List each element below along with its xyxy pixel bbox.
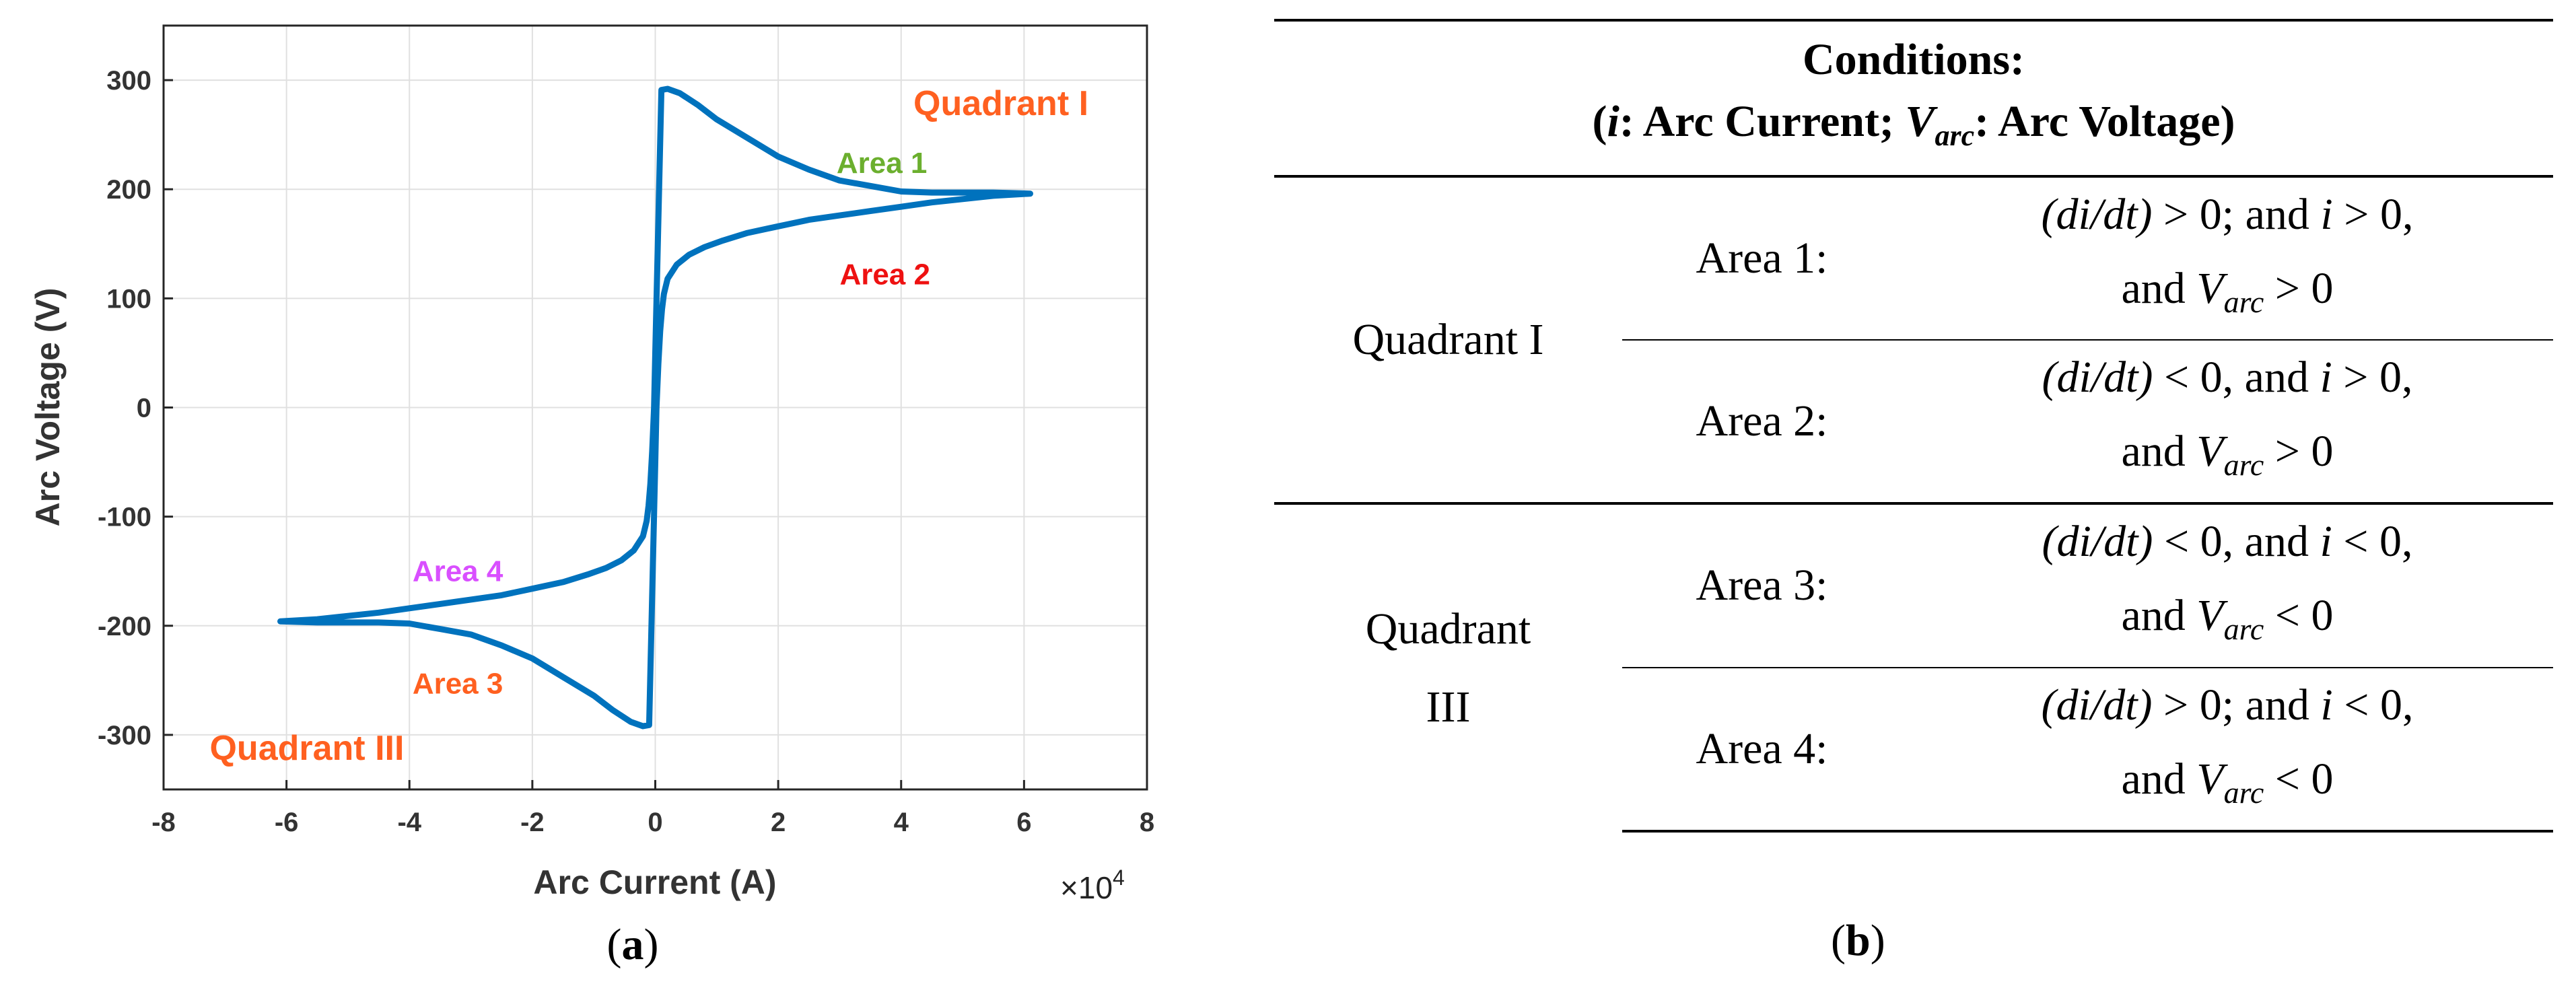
cond-v-sub: arc — [2223, 285, 2264, 320]
table-row: Quadrant III Area 3: (di/dt) < 0, and i … — [1274, 502, 2553, 831]
annotation-label: Area 2 — [839, 258, 930, 291]
cond-op2: < 0, — [2332, 680, 2414, 730]
quadrant-1-cell: Quadrant I — [1352, 315, 1544, 365]
x-multiplier-exp: 4 — [1113, 865, 1125, 890]
conditions-table: Conditions: (i: Arc Current; Varc: Arc V… — [1274, 19, 2553, 833]
y-tick-label: 200 — [106, 175, 151, 205]
quadrant-3-line1: Quadrant — [1365, 604, 1531, 653]
header-line2: (i: Arc Current; Varc: Arc Voltage) — [1592, 97, 2235, 152]
cond-v-op: < 0 — [2264, 591, 2334, 641]
x-tick-label: 4 — [894, 808, 909, 837]
cond-op: < 0, and — [2153, 353, 2320, 402]
cond-op: > 0; and — [2152, 190, 2321, 239]
x-axis-label: Arc Current (A) — [533, 863, 776, 901]
y-tick-label: 300 — [106, 66, 151, 96]
x-tick-label: 0 — [648, 808, 662, 837]
table-row: Area 2: (di/dt) < 0, and i > 0, and Varc… — [1274, 339, 2553, 504]
cond-and: and — [2121, 591, 2197, 641]
x-tick-label: 6 — [1016, 808, 1031, 837]
condition-cell: (di/dt) < 0, and i < 0, and Varc < 0 — [1902, 502, 2553, 668]
cond-didt: (di/dt) — [2041, 680, 2153, 730]
cond-and: and — [2121, 754, 2197, 804]
cond-didt: (di/dt) — [2042, 353, 2153, 402]
arc-vi-chart: -8 -6 -4 -2 0 2 4 6 8 300 200 100 0 -100 -200 -300 Qua… — [29, 24, 1154, 969]
x-tick-label: 8 — [1140, 808, 1154, 837]
y-tick-label: -300 — [98, 721, 151, 750]
caption-b: (b) — [1831, 915, 1885, 966]
conditions-table-wrap: Conditions: (i: Arc Current; Varc: Arc V… — [1274, 19, 2553, 833]
arc-vi-curve — [277, 85, 1033, 730]
caption-a-close: ) — [644, 920, 659, 969]
cond-i: i — [2320, 353, 2332, 402]
x-tick-label: 2 — [771, 808, 786, 837]
annotation-label: Area 1 — [837, 147, 928, 180]
cond-and: and — [2121, 427, 2197, 476]
annotation-label: Area 4 — [413, 555, 503, 588]
x-multiplier-base: ×10 — [1060, 870, 1113, 905]
cond-v-sub: arc — [2223, 775, 2264, 810]
header-v: V — [1905, 97, 1935, 147]
x-axis-ticks: -8 -6 -4 -2 0 2 4 6 8 — [151, 780, 1154, 837]
header-v-desc: : Arc Voltage) — [1974, 97, 2235, 147]
caption-a: (a) — [607, 920, 659, 969]
area-label: Area 4: — [1622, 666, 1902, 833]
x-tick-label: -6 — [275, 808, 299, 837]
y-axis-label: Arc Voltage (V) — [29, 288, 67, 527]
cond-op: > 0; and — [2152, 680, 2321, 730]
cond-op2: < 0, — [2332, 517, 2413, 567]
cond-v: V — [2196, 591, 2224, 641]
annotations: Quadrant I Area 1 Area 2 Area 4 Area 3 Quadra… — [209, 84, 1088, 768]
condition-cell: (di/dt) > 0; and i > 0, and Varc > 0 — [1902, 176, 2553, 340]
cond-v-op: > 0 — [2264, 427, 2334, 476]
header-open: ( — [1592, 97, 1607, 147]
cond-i: i — [2320, 190, 2333, 239]
table-row: Quadrant I Area 1: (di/dt) > 0; and i > … — [1274, 176, 2553, 364]
condition-cell: (di/dt) < 0, and i > 0, and Varc > 0 — [1902, 339, 2553, 504]
cond-v-sub: arc — [2223, 612, 2264, 647]
y-tick-label: -100 — [98, 503, 151, 532]
cond-didt: (di/dt) — [2041, 190, 2153, 239]
x-tick-label: -8 — [151, 808, 176, 837]
caption-a-label: a — [622, 920, 644, 969]
y-tick-label: -200 — [98, 612, 151, 641]
annotation-label: Area 3 — [413, 667, 503, 700]
header-line1: Conditions: — [1802, 35, 2025, 85]
caption-b-open: ( — [1831, 916, 1846, 965]
cond-v-op: < 0 — [2264, 754, 2334, 804]
y-tick-label: 100 — [106, 284, 151, 314]
annotation-label: Quadrant III — [209, 729, 404, 768]
caption-b-label: b — [1845, 916, 1871, 965]
cond-v-op: > 0 — [2264, 264, 2334, 313]
area-label: Area 1: — [1696, 234, 1828, 283]
cond-op2: > 0, — [2332, 190, 2414, 239]
quadrant-3-cell: Quadrant III — [1274, 502, 1622, 831]
caption-a-open: ( — [607, 920, 622, 969]
x-tick-label: -2 — [520, 808, 545, 837]
x-tick-label: -4 — [397, 808, 421, 837]
quadrant-3-line2: III — [1426, 682, 1471, 732]
area-label: Area 3: — [1622, 502, 1902, 668]
y-axis-ticks: 300 200 100 0 -100 -200 -300 — [98, 66, 173, 750]
annotation-label: Quadrant I — [913, 84, 1088, 123]
area-label: Area 2: — [1622, 339, 1902, 504]
table-row: Area 4: (di/dt) > 0; and i < 0, and Varc… — [1274, 666, 2553, 833]
cond-v: V — [2196, 264, 2224, 313]
cond-i: i — [2320, 680, 2333, 730]
cond-v: V — [2196, 427, 2224, 476]
cond-op2: > 0, — [2332, 353, 2413, 402]
cond-didt: (di/dt) — [2042, 517, 2153, 567]
cond-and: and — [2121, 264, 2197, 313]
header-v-sub: arc — [1935, 119, 1975, 153]
caption-b-close: ) — [1870, 916, 1885, 965]
cond-op: < 0, and — [2153, 517, 2320, 567]
header-i: i — [1607, 97, 1620, 147]
cond-v: V — [2196, 754, 2224, 804]
y-tick-label: 0 — [137, 394, 151, 423]
table-header: Conditions: (i: Arc Current; Varc: Arc V… — [1274, 19, 2553, 178]
cond-i: i — [2320, 517, 2332, 567]
header-i-desc: : Arc Current; — [1619, 97, 1906, 147]
cond-v-sub: arc — [2223, 448, 2264, 483]
condition-cell: (di/dt) > 0; and i < 0, and Varc < 0 — [1902, 666, 2553, 833]
x-multiplier: ×104 — [1060, 865, 1125, 905]
